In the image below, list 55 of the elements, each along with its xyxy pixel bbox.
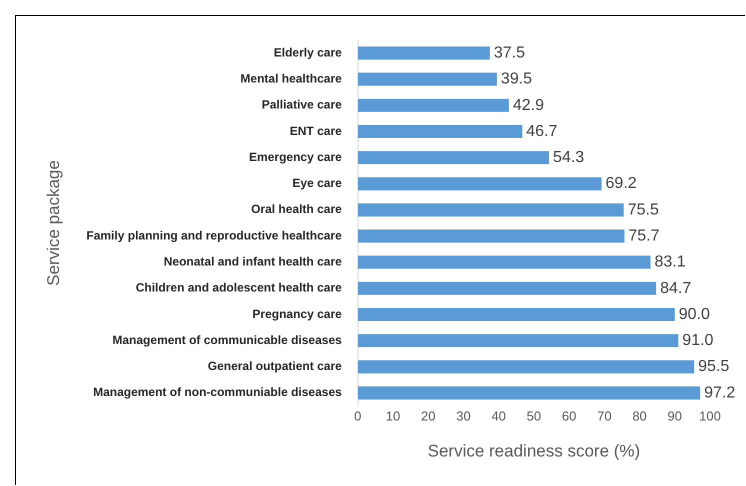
x-tick-label: 10 xyxy=(386,408,400,424)
x-tick-label: 20 xyxy=(421,408,436,424)
bar xyxy=(358,98,509,112)
data-label: 69.2 xyxy=(606,175,637,192)
y-tick-label: Palliative care xyxy=(262,98,342,112)
bar xyxy=(358,282,656,295)
x-tick-label: 30 xyxy=(456,408,471,424)
x-axis-title: Service readiness score (%) xyxy=(428,441,640,460)
y-tick-label: Family planning and reproductive healthcare xyxy=(86,228,342,242)
data-label: 46.7 xyxy=(526,122,558,140)
y-tick-label: Neonatal and infant health care xyxy=(164,254,342,269)
y-tick-label: Oral health care xyxy=(251,202,342,216)
bar xyxy=(358,177,602,190)
x-tick-label: 80 xyxy=(632,408,647,424)
data-label: 75.5 xyxy=(628,201,659,218)
x-tick-label: 50 xyxy=(526,408,542,424)
y-tick-label: Mental healthcare xyxy=(240,72,342,86)
bar xyxy=(358,360,694,374)
data-label: 90.0 xyxy=(678,306,710,323)
data-label: 54.3 xyxy=(553,149,584,166)
bar xyxy=(358,124,522,138)
y-tick-label: ENT care xyxy=(290,124,342,138)
x-tick-label: 60 xyxy=(562,408,576,424)
data-label: 97.2 xyxy=(704,384,736,402)
bar xyxy=(358,151,550,164)
bar xyxy=(358,334,678,348)
data-label: 84.7 xyxy=(660,280,692,297)
y-tick-label: Management of communicable diseases xyxy=(112,332,342,347)
y-tick-label: Elderly care xyxy=(274,45,342,60)
bar xyxy=(358,203,624,216)
data-label: 75.7 xyxy=(628,227,660,244)
bar xyxy=(358,256,650,269)
bar xyxy=(358,308,675,322)
data-label: 91.0 xyxy=(682,332,714,350)
bar xyxy=(358,46,490,60)
y-tick-label: Emergency care xyxy=(249,150,342,164)
y-tick-label: Children and adolescent health care xyxy=(136,280,342,295)
y-tick-label: Pregnancy care xyxy=(252,306,342,321)
data-label: 42.9 xyxy=(512,96,544,114)
data-label: 37.5 xyxy=(494,44,526,62)
bar xyxy=(358,72,497,86)
y-tick-label: Management of non-communiable diseases xyxy=(93,385,342,400)
x-tick-label: 70 xyxy=(597,408,612,424)
bar xyxy=(358,230,624,243)
data-label: 95.5 xyxy=(698,358,730,376)
x-tick-label: 0 xyxy=(354,408,362,424)
bar xyxy=(358,386,700,400)
x-tick-label: 100 xyxy=(699,408,721,424)
data-label: 83.1 xyxy=(654,254,686,271)
y-axis-title: Service package xyxy=(44,160,63,286)
y-tick-label: Eye care xyxy=(292,176,342,190)
x-tick-label: 40 xyxy=(491,408,506,424)
x-tick-label: 90 xyxy=(668,408,682,424)
y-tick-label: General outpatient care xyxy=(208,359,342,374)
data-label: 39.5 xyxy=(500,70,532,88)
